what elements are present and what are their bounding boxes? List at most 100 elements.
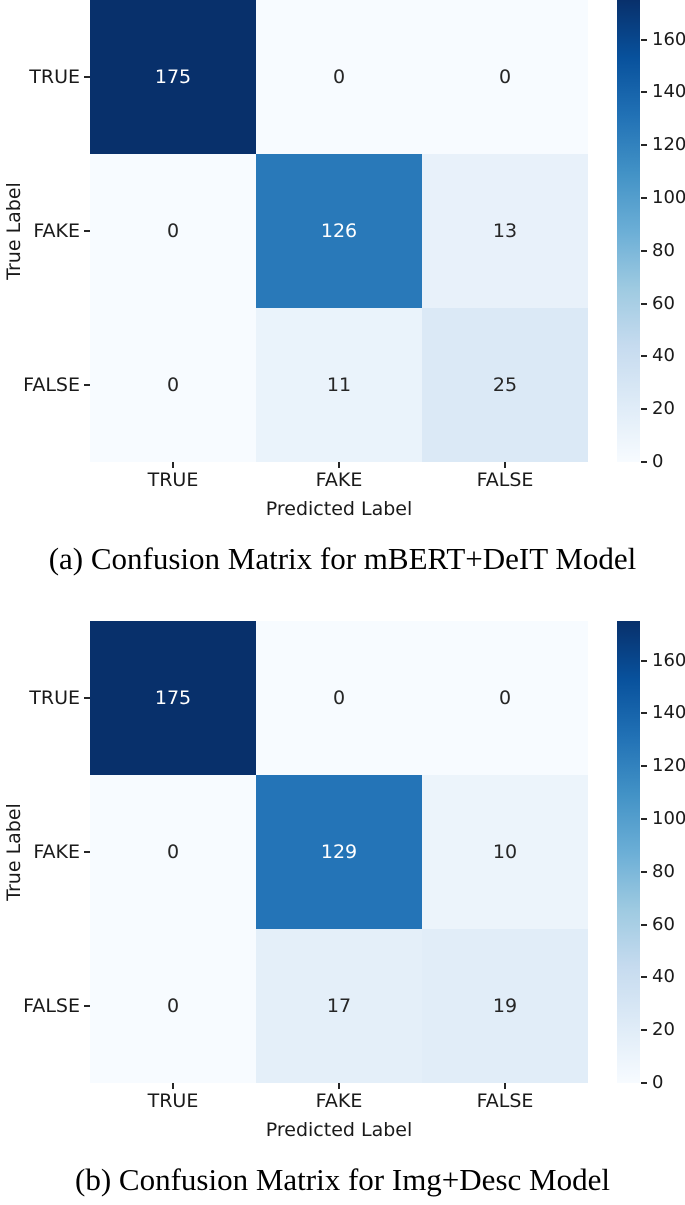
cell-value: 0 <box>332 687 346 709</box>
colorbar-tick-label: 40 <box>652 966 675 988</box>
y-axis-tick <box>84 76 90 78</box>
colorbar-tick-label: 60 <box>652 913 675 935</box>
y-axis-tick <box>84 851 90 853</box>
heatmap-cell: 175 <box>90 621 256 775</box>
colorbar-tick <box>641 870 647 873</box>
x-tick-label: TRUE <box>147 469 199 491</box>
colorbar-tick-label: 40 <box>652 345 675 367</box>
cell-value: 0 <box>498 66 512 88</box>
colorbar-tick <box>641 302 647 305</box>
colorbar-tick-label: 80 <box>652 860 675 882</box>
heatmap-cell: 0 <box>256 0 422 154</box>
colorbar-tick-label: 140 <box>652 702 685 724</box>
x-axis-label: Predicted Label <box>265 1119 413 1141</box>
colorbar-tick-label: 0 <box>652 1072 664 1093</box>
x-axis-tick <box>172 1083 174 1089</box>
cell-value: 0 <box>498 687 512 709</box>
colorbar-tick <box>641 976 647 979</box>
y-tick-label: FAKE <box>33 841 80 863</box>
x-tick-label: FAKE <box>315 1090 363 1112</box>
colorbar-tick <box>641 818 647 820</box>
heatmap-cell: 17 <box>256 929 422 1083</box>
cell-value: 0 <box>166 374 180 396</box>
cell-value: 17 <box>326 995 352 1017</box>
heatmap-cell: 11 <box>256 308 422 462</box>
x-tick-label: FALSE <box>476 1090 534 1112</box>
y-axis-tick <box>84 1005 90 1007</box>
heatmap-cell: 0 <box>90 775 256 929</box>
colorbar-tick-label: 20 <box>652 398 675 420</box>
heatmap-cell: 175 <box>90 0 256 154</box>
cell-value: 19 <box>492 995 518 1017</box>
colorbar-tick <box>641 765 647 768</box>
cell-value: 0 <box>166 995 180 1017</box>
colorbar <box>617 621 640 1083</box>
colorbar-tick <box>641 1082 647 1084</box>
y-tick-label: TRUE <box>29 687 80 709</box>
cell-value: 0 <box>332 66 346 88</box>
colorbar-tick <box>641 1029 647 1032</box>
cell-value: 0 <box>166 220 180 242</box>
colorbar-tick <box>641 712 647 715</box>
figure-a-confusion-matrix: 175 0 0 0 126 13 0 11 25 True Label Predicted La… <box>3 0 685 576</box>
figure-b-confusion-matrix: 175 0 0 0 129 10 0 17 19 True Label Predicted La… <box>0 621 685 1205</box>
heatmap-cell: 0 <box>422 0 588 154</box>
heatmap-cell: 10 <box>422 775 588 929</box>
colorbar-tick <box>641 91 647 94</box>
cell-value: 175 <box>154 66 192 88</box>
colorbar-tick-label: 60 <box>652 292 675 314</box>
colorbar-tick-label: 160 <box>652 649 685 671</box>
x-tick-label: TRUE <box>147 1090 199 1112</box>
colorbar-tick <box>641 249 647 252</box>
x-tick-label: FALSE <box>476 469 534 491</box>
colorbar-tick <box>641 659 647 662</box>
colorbar-tick-label: 0 <box>652 451 664 472</box>
colorbar-tick-label: 120 <box>652 755 685 777</box>
colorbar-tick <box>641 408 647 411</box>
y-axis-tick <box>84 230 90 232</box>
heatmap-cell: 13 <box>422 154 588 308</box>
x-axis-tick <box>172 462 174 468</box>
colorbar-tick <box>641 461 647 463</box>
cell-value: 175 <box>154 687 192 709</box>
heatmap-cell: 0 <box>90 929 256 1083</box>
colorbar-tick <box>641 197 647 199</box>
heatmap-cell: 0 <box>90 308 256 462</box>
y-axis-tick <box>84 697 90 699</box>
colorbar-tick-label: 100 <box>652 808 685 829</box>
x-axis-tick <box>504 462 506 468</box>
colorbar-tick <box>641 144 647 147</box>
colorbar-tick <box>641 923 647 926</box>
x-axis-tick <box>338 462 340 468</box>
heatmap-cell: 129 <box>256 775 422 929</box>
y-tick-label: FALSE <box>23 374 80 396</box>
heatmap: 175 0 0 0 126 13 0 11 25 <box>90 0 588 462</box>
heatmap-cell: 0 <box>90 154 256 308</box>
cell-value: 11 <box>326 374 352 396</box>
colorbar-tick <box>641 355 647 358</box>
colorbar-tick-label: 80 <box>652 239 675 261</box>
x-axis-tick <box>504 1083 506 1089</box>
x-axis-label: Predicted Label <box>265 498 413 520</box>
x-tick-label: FAKE <box>315 469 363 491</box>
cell-value: 0 <box>166 841 180 863</box>
colorbar-tick-label: 140 <box>652 81 685 103</box>
colorbar-tick-label: 100 <box>652 187 685 208</box>
y-axis-tick <box>84 384 90 386</box>
y-tick-label: FAKE <box>33 220 80 242</box>
cell-value: 13 <box>492 220 518 242</box>
y-tick-label: TRUE <box>29 66 80 88</box>
colorbar <box>617 0 640 462</box>
cell-value: 126 <box>320 220 358 242</box>
heatmap-cell: 25 <box>422 308 588 462</box>
heatmap-cell: 0 <box>256 621 422 775</box>
heatmap-cell: 126 <box>256 154 422 308</box>
x-axis-tick <box>338 1083 340 1089</box>
figure-caption: (a) Confusion Matrix for mBERT+DeIT Mode… <box>48 541 637 576</box>
colorbar-tick-label: 20 <box>652 1019 675 1041</box>
heatmap-cell: 0 <box>422 621 588 775</box>
heatmap-cell: 19 <box>422 929 588 1083</box>
y-tick-label: FALSE <box>23 995 80 1017</box>
heatmap: 175 0 0 0 129 10 0 17 19 <box>90 621 588 1083</box>
